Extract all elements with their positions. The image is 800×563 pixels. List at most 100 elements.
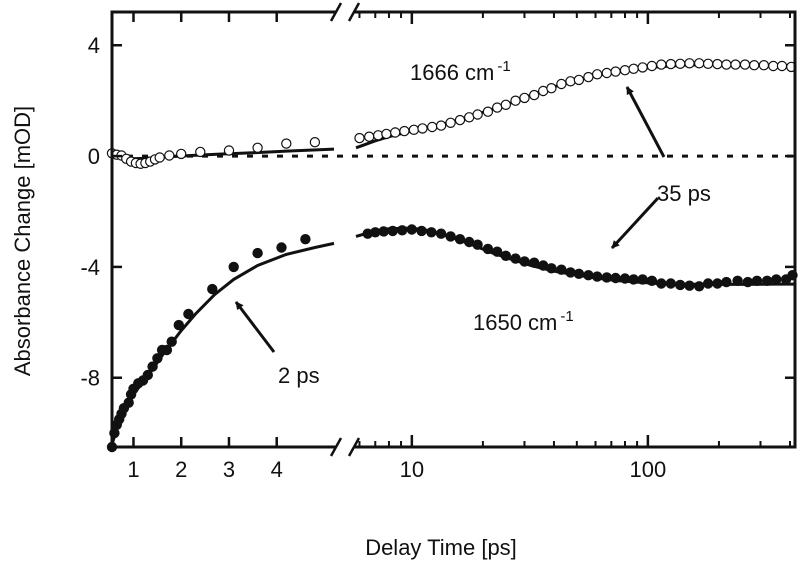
- y-tick-label-3: -8: [80, 366, 100, 391]
- y-tick-label-2: -4: [80, 255, 100, 280]
- series-2-point-46: [565, 267, 576, 278]
- series-2-point-12: [147, 361, 158, 372]
- series-1-point-15: [252, 142, 263, 153]
- series-2-point-50: [601, 272, 612, 283]
- series-2-point-52: [619, 273, 631, 284]
- series-1-point-58: [721, 59, 732, 70]
- series-2-point-34: [454, 234, 466, 245]
- series-1-point-40: [556, 78, 567, 90]
- series-1-point-62: [758, 59, 770, 71]
- series-2-point-47: [573, 268, 585, 279]
- series-1-point-52: [665, 58, 677, 70]
- series-1-point-61: [749, 59, 760, 71]
- y-tick-label-0: 4: [88, 33, 100, 58]
- series-2-point-22: [276, 242, 287, 253]
- series-2-point-65: [742, 276, 753, 288]
- series-2-point-44: [546, 263, 557, 274]
- series-2-point-38: [492, 246, 503, 257]
- series-2-point-13: [152, 353, 163, 364]
- series-1-point-57: [712, 58, 723, 70]
- y-tick-label-1: 0: [88, 144, 100, 169]
- series-2-point-25: [370, 227, 381, 238]
- series-2-point-66: [751, 275, 763, 286]
- series-2-point-15: [161, 344, 173, 356]
- series-2-point-27: [387, 225, 398, 237]
- series-2-point-56: [656, 278, 667, 289]
- arrow-35ps-lower: [610, 196, 660, 250]
- series-1-point-29: [454, 114, 466, 126]
- series-2-point-18: [183, 308, 194, 320]
- series-2-point-49: [592, 271, 603, 282]
- series-2-point-58: [675, 279, 686, 291]
- series-1-point-35: [510, 95, 521, 106]
- series-1-point-47: [619, 64, 631, 76]
- series-1-point-54: [684, 58, 695, 69]
- series-1-point-37: [529, 89, 540, 101]
- series-2-point-26: [378, 226, 389, 237]
- series-1-point-17: [309, 136, 321, 148]
- series-2-point-29: [406, 224, 417, 235]
- series-2-point-20: [228, 261, 239, 273]
- series-1-point-24: [408, 124, 420, 136]
- annotation-2ps: 2 ps: [278, 363, 320, 388]
- series-1-point-36: [519, 92, 530, 104]
- series-2-point-60: [694, 281, 705, 292]
- series-1-point-41: [565, 76, 576, 87]
- series-2-point-28: [397, 225, 408, 236]
- series-1-point-33: [492, 102, 503, 113]
- axis-break-mark-top-b: [347, 2, 361, 22]
- x-axis-label: Delay Time [ps]: [365, 535, 517, 560]
- series-1-point-59: [730, 59, 741, 70]
- series-2-point-43: [538, 260, 549, 271]
- series-1-point-39: [546, 82, 557, 94]
- x-tick-label-left-2: 3: [223, 457, 235, 482]
- x-tick-label-right-1: 100: [630, 457, 667, 482]
- series-1-point-18: [354, 132, 365, 144]
- annotation-1666: 1666 cm -1: [410, 58, 511, 85]
- x-tick-label-right-0: 10: [400, 457, 424, 482]
- series-1-point-16: [281, 138, 292, 149]
- series-1-point-42: [573, 74, 585, 86]
- series-2-point-41: [519, 256, 530, 267]
- series-2-point-17: [173, 319, 184, 331]
- series-2-point-45: [556, 264, 567, 275]
- series-2-point-59: [684, 280, 695, 291]
- series-2-point-33: [445, 231, 456, 242]
- series-2-point-35: [464, 236, 475, 248]
- series-1-point-13: [195, 146, 206, 158]
- axis-ticks-layer: 4 0 -4 -8 1 2 3 4 10 100: [80, 12, 795, 482]
- series-1-point-43: [583, 71, 594, 83]
- arrow-2ps: [234, 301, 276, 353]
- series-2-point-57: [665, 278, 676, 289]
- series-2-point-67: [761, 275, 773, 286]
- series-2-point-32: [435, 228, 447, 239]
- series-1-point-32: [482, 106, 494, 117]
- series-2-point-11: [142, 369, 153, 381]
- data-points-layer: [106, 58, 798, 453]
- series-2-point-55: [646, 275, 658, 286]
- series-2-point-61: [702, 278, 714, 289]
- series-2-point-42: [529, 257, 540, 268]
- series-1-point-26: [427, 121, 438, 133]
- series-2-point-51: [610, 272, 621, 284]
- series-1-point-31: [472, 109, 483, 120]
- series-1-point-56: [702, 58, 714, 70]
- series-1-point-50: [646, 60, 658, 72]
- series-2-point-37: [482, 243, 494, 255]
- series-1-point-23: [399, 125, 410, 137]
- series-1-point-49: [637, 62, 648, 73]
- fit-line-2-left: [110, 241, 335, 445]
- series-2-point-23: [300, 234, 311, 245]
- annotation-1650: 1650 cm -1: [473, 308, 574, 335]
- series-2-point-19: [207, 283, 218, 295]
- annotation-35ps: 35 ps: [657, 181, 711, 206]
- series-1-point-45: [601, 67, 613, 79]
- series-2-point-36: [472, 239, 483, 250]
- series-1-point-64: [776, 60, 788, 72]
- arrow-35ps-upper: [625, 86, 666, 158]
- series-2-point-63: [721, 276, 732, 288]
- series-2-point-48: [583, 270, 594, 281]
- y-axis-label: Absorbance Change [mOD]: [10, 106, 35, 376]
- series-1-point-53: [675, 58, 686, 70]
